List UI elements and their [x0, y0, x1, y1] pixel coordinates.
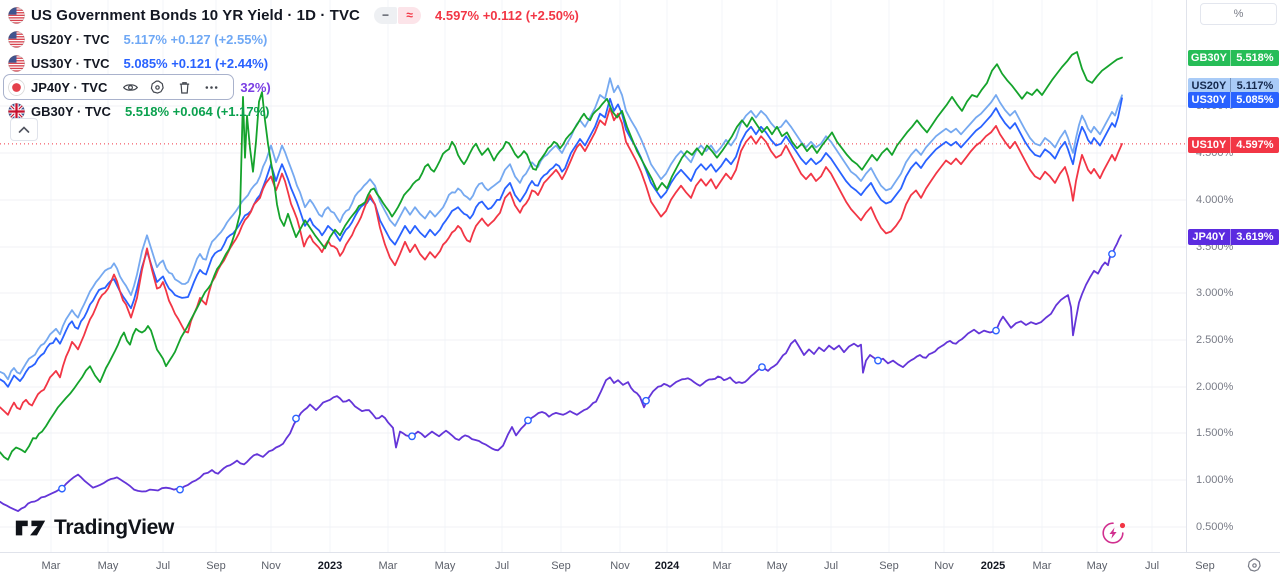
- delete-trash-icon[interactable]: [176, 79, 193, 96]
- us-flag-icon: [8, 54, 25, 72]
- eye-icon[interactable]: [122, 79, 139, 96]
- legend-row-jp40y[interactable]: JP40Y · TVC: [3, 74, 579, 100]
- symbol-values: 5.117% +0.127 (+2.55%): [123, 31, 268, 47]
- time-tick-label: Jul: [1144, 560, 1160, 572]
- series-line-us10y[interactable]: [0, 107, 1123, 416]
- time-tick-label: Nov: [934, 560, 954, 572]
- us-flag-icon: [8, 6, 25, 24]
- settings-gear-icon[interactable]: [149, 79, 166, 96]
- time-tick-label: May: [766, 560, 788, 572]
- price-tick-label: 0.500%: [1196, 521, 1234, 533]
- series-line-jp40y[interactable]: [0, 234, 1122, 512]
- flash-boost-button[interactable]: [1100, 520, 1126, 546]
- watermark-text: TradingView: [54, 516, 175, 539]
- lightning-icon: [1102, 522, 1126, 544]
- time-tick-label: Sep: [1195, 560, 1215, 572]
- legend-row-gb30y[interactable]: GB30Y · TVC 5.518% +0.064 (+1.17%): [8, 100, 579, 122]
- settings-gear-icon: [1247, 558, 1261, 572]
- chart-plot-area[interactable]: US Government Bonds 10 YR Yield · 1D · T…: [0, 0, 1186, 552]
- legend-collapse-button[interactable]: [10, 118, 38, 141]
- time-tick-label: Mar: [1032, 560, 1052, 572]
- legend-row-us30y[interactable]: US30Y · TVC 5.085% +0.121 (+2.44%): [8, 52, 579, 74]
- time-axis[interactable]: Mar May Jul Sep Nov 2023 Mar May Jul Sep Nov 2024 Ma…: [0, 552, 1280, 580]
- time-tick-label: Sep: [879, 560, 899, 572]
- time-tick-label: Jul: [155, 560, 171, 572]
- time-tick-label: 2025: [980, 560, 1006, 572]
- time-tick-label: Mar: [41, 560, 61, 572]
- tradingview-logo-icon: [15, 520, 46, 536]
- axis-badge-us10y: US10Y 4.597%: [1188, 137, 1279, 153]
- axis-badge-us20y: US20Y 5.117%: [1188, 78, 1279, 94]
- time-tick-label: May: [434, 560, 456, 572]
- price-axis[interactable]: % 5.000%4.500%4.000%3.500%3.000%2.500%2.…: [1186, 0, 1280, 552]
- price-tick-label: 2.500%: [1196, 334, 1234, 346]
- axis-badge-jp40y: JP40Y 3.619%: [1188, 229, 1279, 245]
- axis-badge-gb30y: GB30Y 5.518%: [1188, 50, 1279, 66]
- price-tick-label: 2.000%: [1196, 381, 1234, 393]
- legend: US Government Bonds 10 YR Yield · 1D · T…: [3, 4, 579, 122]
- symbol-values-tail: 32%): [240, 79, 271, 95]
- collapse-values-button[interactable]: −: [374, 6, 397, 24]
- time-tick-label: Mar: [378, 560, 398, 572]
- price-unit-button[interactable]: %: [1200, 3, 1277, 25]
- gb-flag-icon: [8, 102, 25, 120]
- legend-main-row[interactable]: US Government Bonds 10 YR Yield · 1D · T…: [8, 4, 579, 26]
- time-tick-label: Nov: [610, 560, 630, 572]
- chart-title: US Government Bonds 10 YR Yield · 1D · T…: [31, 6, 360, 24]
- price-tick-label: 1.000%: [1196, 474, 1234, 486]
- tradingview-watermark: TradingView: [14, 516, 174, 540]
- price-tick-label: 1.500%: [1196, 427, 1234, 439]
- selected-symbol-box[interactable]: JP40Y · TVC: [3, 74, 235, 100]
- chevron-up-icon: [18, 125, 30, 133]
- time-tick-label: 2024: [654, 560, 680, 572]
- time-tick-label: Nov: [261, 560, 281, 572]
- symbol-values: 5.085% +0.121 (+2.44%): [123, 55, 269, 71]
- symbol-label: US20Y · TVC: [31, 31, 110, 47]
- time-tick-label: Sep: [551, 560, 571, 572]
- series-markers-jp40y: [58, 250, 1116, 494]
- main-symbol-values: 4.597% +0.112 (+2.50%): [435, 7, 579, 23]
- price-tick-label: 4.000%: [1196, 194, 1234, 206]
- time-tick-label: Jul: [494, 560, 510, 572]
- approximate-price-button[interactable]: ≈: [398, 6, 421, 24]
- time-tick-label: Mar: [712, 560, 732, 572]
- jp-flag-icon: [8, 78, 25, 96]
- symbol-values: 5.518% +0.064 (+1.17%): [124, 103, 270, 119]
- time-tick-label: 2023: [317, 560, 343, 572]
- symbol-label: JP40Y · TVC: [31, 79, 108, 95]
- chart-canvas[interactable]: [0, 0, 1186, 552]
- axis-badge-us30y: US30Y 5.085%: [1188, 92, 1279, 108]
- time-tick-label: May: [1086, 560, 1108, 572]
- symbol-label: GB30Y · TVC: [31, 103, 111, 119]
- us-flag-icon: [8, 30, 25, 48]
- time-axis-settings-button[interactable]: [1246, 557, 1263, 577]
- time-tick-label: May: [97, 560, 119, 572]
- time-tick-label: Jul: [823, 560, 839, 572]
- symbol-label: US30Y · TVC: [31, 55, 110, 71]
- more-options-icon[interactable]: [203, 79, 220, 96]
- series-line-us30y[interactable]: [0, 97, 1123, 388]
- series-line-us20y[interactable]: [0, 77, 1123, 381]
- price-tick-label: 3.000%: [1196, 287, 1234, 299]
- series-line-gb30y[interactable]: [0, 51, 1123, 461]
- legend-row-us20y[interactable]: US20Y · TVC 5.117% +0.127 (+2.55%): [8, 28, 579, 50]
- time-tick-label: Sep: [206, 560, 226, 572]
